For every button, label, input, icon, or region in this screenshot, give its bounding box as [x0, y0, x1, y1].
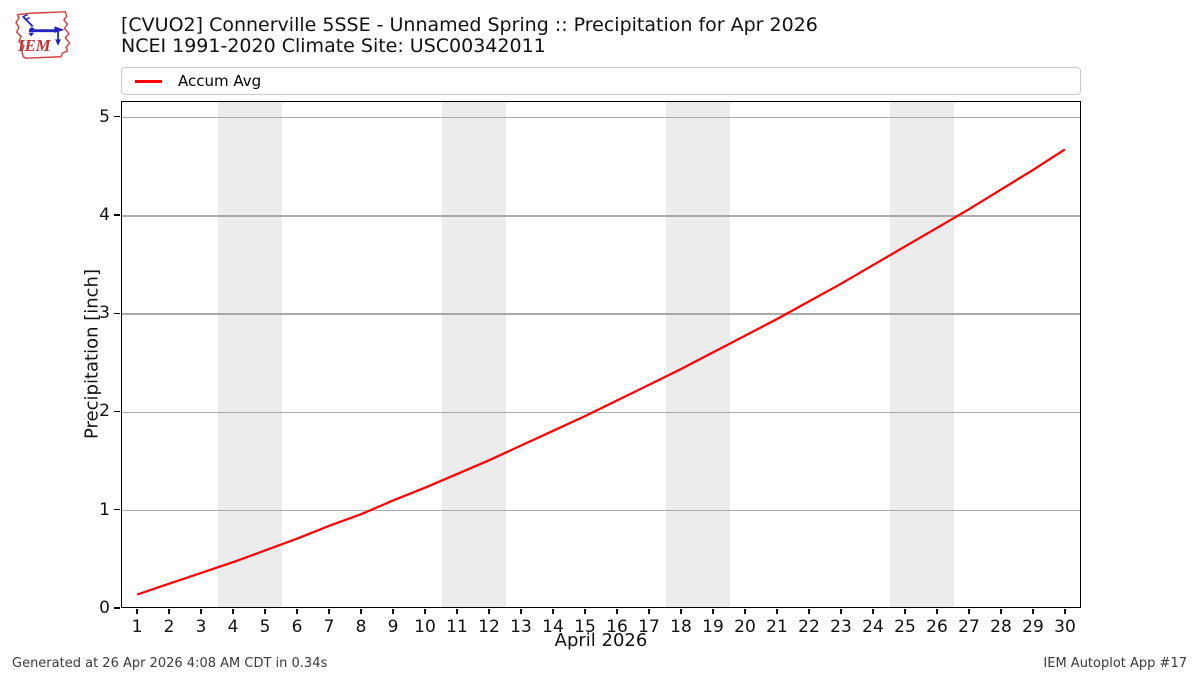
gridline	[122, 116, 1080, 119]
footer-generated: Generated at 26 Apr 2026 4:08 AM CDT in …	[12, 656, 328, 671]
weekend-band	[218, 102, 282, 607]
plot-area	[121, 101, 1081, 608]
x-tick-label: 24	[862, 617, 884, 637]
x-tick-label: 29	[1022, 617, 1044, 637]
x-tick-mark	[840, 609, 842, 614]
x-tick-label: 13	[510, 617, 532, 637]
x-tick-mark	[1000, 609, 1002, 614]
legend-label: Accum Avg	[178, 72, 262, 90]
x-tick-mark	[648, 609, 650, 614]
x-tick-label: 11	[446, 617, 468, 637]
x-tick-label: 3	[195, 617, 207, 637]
y-tick-label: 2	[99, 401, 110, 422]
x-tick-mark	[296, 609, 298, 614]
x-tick-mark	[744, 609, 746, 614]
x-tick-mark	[136, 609, 138, 614]
x-tick-mark	[424, 609, 426, 614]
x-tick-mark	[808, 609, 810, 614]
chart-title: [CVUO2] Connerville 5SSE - Unnamed Sprin…	[121, 14, 818, 36]
accum-avg-line	[136, 148, 1066, 596]
x-tick-label: 12	[478, 617, 500, 637]
x-tick-label: 16	[606, 617, 628, 637]
x-tick-mark	[488, 609, 490, 614]
x-tick-label: 20	[734, 617, 756, 637]
x-tick-mark	[328, 609, 330, 614]
y-tick-mark	[114, 214, 120, 216]
x-tick-mark	[712, 609, 714, 614]
x-tick-mark	[1064, 609, 1066, 614]
y-tick-mark	[114, 509, 120, 511]
y-axis-label: Precipitation [inch]	[81, 269, 103, 439]
x-tick-mark	[776, 609, 778, 614]
x-tick-label: 17	[638, 617, 660, 637]
y-tick-label: 4	[99, 204, 110, 225]
x-tick-mark	[232, 609, 234, 614]
x-tick-label: 27	[958, 617, 980, 637]
x-tick-label: 22	[798, 617, 820, 637]
y-tick-label: 5	[99, 106, 110, 127]
x-tick-label: 25	[894, 617, 916, 637]
legend-line-sample	[135, 79, 162, 83]
x-tick-mark	[936, 609, 938, 614]
gridline	[122, 509, 1080, 512]
x-tick-label: 10	[414, 617, 436, 637]
x-tick-mark	[520, 609, 522, 614]
x-tick-mark	[360, 609, 362, 614]
x-tick-label: 28	[990, 617, 1012, 637]
x-tick-label: 1	[131, 617, 143, 637]
y-tick-label: 0	[99, 598, 110, 618]
iem-logo-text: IEM	[17, 36, 52, 55]
x-tick-mark	[456, 609, 458, 614]
x-tick-label: 5	[259, 617, 271, 637]
weekend-band	[442, 102, 506, 607]
y-tick-mark	[114, 410, 120, 413]
x-tick-label: 6	[291, 617, 303, 637]
x-tick-label: 26	[926, 617, 948, 637]
y-tick-label: 3	[99, 303, 110, 324]
legend-box: Accum Avg	[121, 67, 1081, 95]
x-tick-mark	[552, 609, 554, 614]
chart-subtitle: NCEI 1991-2020 Climate Site: USC00342011	[121, 35, 546, 57]
x-tick-mark	[904, 609, 906, 614]
iem-logo: IEM	[15, 11, 71, 59]
x-tick-mark	[200, 609, 202, 614]
x-tick-label: 9	[387, 617, 399, 637]
x-tick-label: 15	[574, 617, 596, 637]
x-tick-label: 21	[766, 617, 788, 637]
x-tick-mark	[680, 609, 682, 614]
x-tick-mark	[168, 609, 170, 614]
gridline	[122, 313, 1080, 315]
series-layer	[136, 148, 1066, 596]
y-tick-label: 1	[99, 499, 110, 520]
x-tick-label: 8	[355, 617, 367, 637]
y-tick-mark	[114, 116, 120, 118]
x-tick-label: 7	[323, 617, 335, 637]
y-tick-mark	[114, 312, 120, 314]
x-tick-mark	[584, 609, 586, 614]
x-tick-label: 14	[542, 617, 564, 637]
weather-vane-icon	[22, 14, 65, 46]
x-tick-label: 18	[670, 617, 692, 637]
x-tick-label: 30	[1054, 617, 1076, 637]
x-tick-label: 23	[830, 617, 852, 637]
weekend-band	[890, 102, 954, 607]
x-tick-mark	[616, 609, 618, 614]
weekend-band	[666, 102, 730, 607]
x-tick-mark	[392, 609, 394, 614]
y-tick-mark	[114, 607, 120, 609]
x-tick-label: 2	[163, 617, 175, 637]
gridline	[122, 411, 1080, 414]
title-block: [CVUO2] Connerville 5SSE - Unnamed Sprin…	[121, 15, 818, 57]
gridline	[122, 215, 1080, 217]
x-tick-mark	[1032, 609, 1034, 614]
x-tick-label: 19	[702, 617, 724, 637]
x-tick-label: 4	[227, 617, 239, 637]
x-axis-label: April 2026	[554, 630, 648, 651]
x-tick-mark	[968, 609, 970, 614]
footer-app: IEM Autoplot App #17	[1043, 656, 1187, 671]
x-tick-mark	[264, 609, 266, 614]
x-tick-mark	[872, 609, 874, 614]
